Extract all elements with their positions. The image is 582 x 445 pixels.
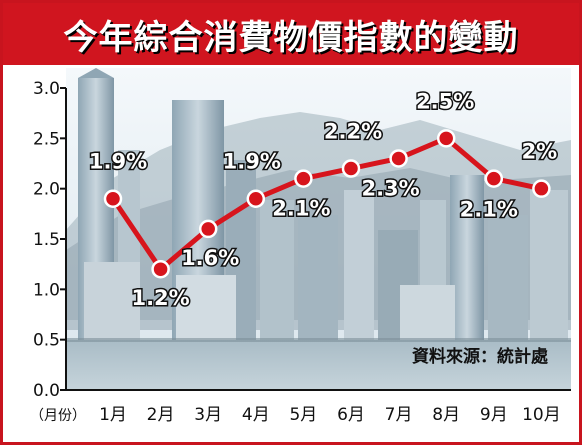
data-point-marker [103,189,123,208]
x-tick-label: 7月 [385,405,413,425]
data-point-marker [341,159,361,178]
y-tick-label: 0.0 [33,381,60,401]
data-point-marker [436,129,456,148]
data-label: 2.2% [324,120,382,144]
skyline-background [66,68,571,390]
x-tick-label: 8月 [432,405,460,425]
x-axis-ticks: 1月 2月 3月 4月 5月 6月 7月 8月 9月 10月 [99,405,561,425]
data-label: 2% [522,140,558,164]
x-tick-label: 9月 [480,405,508,425]
y-tick-label: 3.0 [33,79,60,99]
data-label: 1.9% [223,150,281,174]
data-point-marker [484,169,504,188]
x-tick-label: 6月 [337,405,365,425]
y-axis-ticks: 0.0 0.5 1.0 1.5 2.0 2.5 3.0 [33,79,66,401]
data-label: 2.3% [361,176,419,200]
data-label: 2.5% [416,89,474,113]
y-tick-label: 1.0 [33,280,60,300]
x-tick-label: 1月 [99,405,127,425]
y-tick-label: 2.0 [33,180,60,200]
data-label: 1.9% [89,150,147,174]
x-axis-unit-label: （月份） [30,408,86,424]
data-label: 1.6% [181,246,239,270]
y-tick-label: 2.5 [33,129,60,149]
x-tick-label: 3月 [194,405,222,425]
series-line [110,135,544,272]
data-point-marker [246,189,266,208]
data-label: 1.2% [131,286,189,310]
x-tick-label: 2月 [147,405,175,425]
data-point-marker [198,219,218,239]
data-label: 2.1% [272,197,330,221]
x-tick-label: 4月 [242,405,270,425]
x-tick-label: 10月 [522,405,561,425]
chart-title: 今年綜合消費物價指數的變動 [63,17,519,58]
data-point-marker [294,169,313,188]
data-point-marker [532,179,551,198]
x-tick-label: 5月 [289,405,317,425]
source-note: 資料來源：統計處 [412,346,549,367]
title-bar: 今年綜合消費物價指數的變動 [3,3,579,65]
data-point-marker [389,149,408,168]
data-labels: 1.9% 1.2% 1.6% 1.9% 2.1% 2.2% 2.3% 2.5% 2.1% 2% [87,88,558,312]
data-point-marker [151,259,170,279]
y-tick-label: 1.5 [33,230,60,250]
y-tick-label: 0.5 [33,331,60,351]
data-markers [103,129,551,279]
data-label: 2.1% [460,198,518,222]
